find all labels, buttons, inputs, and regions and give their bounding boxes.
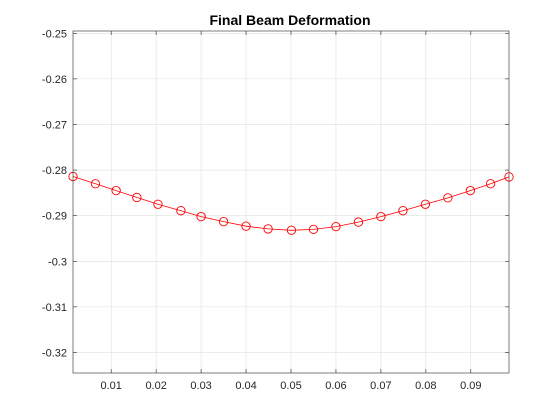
y-tick-label: -0.25 xyxy=(42,28,67,40)
data-point xyxy=(398,206,408,216)
data-point xyxy=(241,221,251,231)
data-point xyxy=(308,224,319,235)
x-tick-label: 0.02 xyxy=(145,380,166,392)
chart-title: Final Beam Deformation xyxy=(209,12,370,28)
data-point xyxy=(353,217,364,227)
y-tick-label: -0.27 xyxy=(42,119,67,131)
x-tick-label: 0.07 xyxy=(370,380,391,392)
x-tick-label: 0.03 xyxy=(190,380,211,392)
data-point xyxy=(218,216,229,227)
data-point xyxy=(331,221,341,232)
data-point xyxy=(196,211,206,222)
data-point xyxy=(111,185,121,196)
x-tick-label: 0.01 xyxy=(100,380,121,392)
y-tick-label: -0.32 xyxy=(42,347,67,359)
data-point xyxy=(485,179,496,189)
data-point xyxy=(90,179,101,189)
data-series xyxy=(68,171,514,235)
data-point xyxy=(153,199,163,209)
data-point xyxy=(420,199,431,209)
y-tick-label: -0.29 xyxy=(42,211,67,223)
data-point xyxy=(132,192,142,203)
y-tick-label: -0.3 xyxy=(48,256,67,268)
x-tick-label: 0.04 xyxy=(235,380,256,392)
y-tick-label: -0.31 xyxy=(42,302,67,314)
data-point xyxy=(443,193,453,203)
data-point xyxy=(465,185,475,196)
x-tick-label: 0.08 xyxy=(415,380,436,392)
data-point xyxy=(286,225,297,235)
data-point xyxy=(263,224,273,234)
grid-lines xyxy=(73,31,509,373)
x-tick-label: 0.06 xyxy=(325,380,346,392)
y-tick-label: -0.26 xyxy=(42,74,67,86)
data-point xyxy=(176,206,186,216)
series-line xyxy=(72,176,510,231)
y-tick-label: -0.28 xyxy=(42,165,67,177)
x-tick-label: 0.05 xyxy=(280,380,301,392)
data-point xyxy=(376,211,386,222)
axis-ticks: 0.01 0.02 0.03 0.04 0.05 0.06 0.07 0.08 0.09 -0.2… xyxy=(42,28,509,392)
x-tick-label: 0.09 xyxy=(460,380,481,392)
